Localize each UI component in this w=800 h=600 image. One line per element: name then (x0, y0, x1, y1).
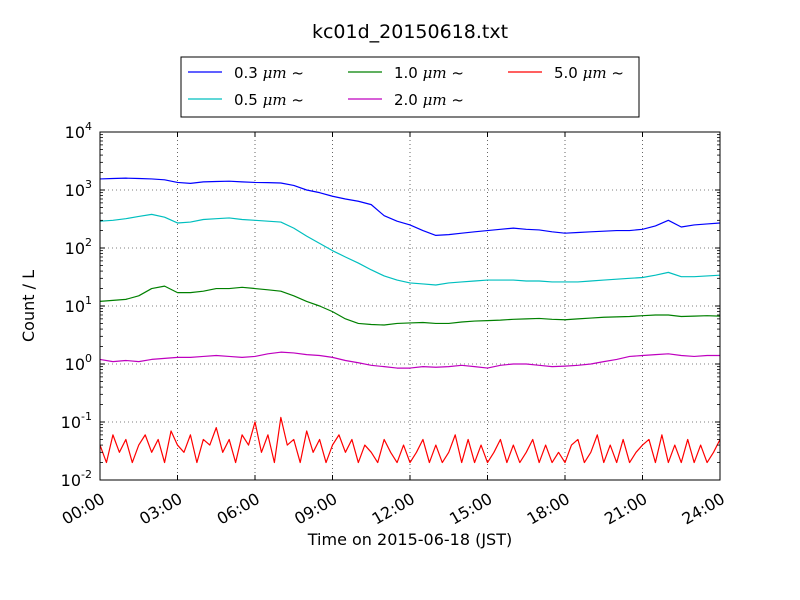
legend-label-suffix: ~ (447, 91, 464, 109)
y-tick-base: 10 (65, 239, 85, 258)
legend-label-size: 0.5 (234, 91, 263, 109)
y-axis-label: Count / L (19, 270, 38, 342)
legend-label-suffix: ~ (287, 64, 304, 82)
series-line-1 (99, 213, 721, 286)
y-tick-base: 10 (65, 123, 85, 142)
y-tick-label: 102 (65, 236, 92, 258)
y-tick-label: 104 (65, 120, 92, 142)
y-tick-base: 10 (61, 471, 81, 490)
series-line-3 (99, 351, 720, 369)
grid-lines (100, 132, 720, 480)
y-tick-base: 10 (65, 297, 85, 316)
legend-box (180, 56, 640, 118)
y-tick-base: 10 (61, 413, 81, 432)
legend-label-unit: μm (423, 91, 447, 109)
y-tick-base: 10 (65, 181, 85, 200)
legend-label-unit: μm (423, 64, 447, 82)
y-tick-exponent: 1 (85, 294, 92, 307)
series-line-2 (99, 285, 721, 326)
y-tick-label: 10-1 (61, 410, 92, 432)
y-tick-label: 10-2 (61, 468, 92, 490)
legend-label-size: 1.0 (394, 64, 423, 82)
y-tick-label: 101 (65, 294, 92, 316)
y-tick-exponent: -1 (81, 410, 92, 423)
legend-items: 0.3 μm ~0.5 μm ~1.0 μm ~2.0 μm ~5.0 μm ~ (188, 64, 624, 109)
y-tick-exponent: 4 (85, 120, 92, 133)
legend-label-suffix: ~ (287, 91, 304, 109)
chart-title: kc01d_20150618.txt (312, 21, 508, 43)
legend-label-size: 0.3 (234, 64, 263, 82)
legend-label-3: 2.0 μm ~ (394, 91, 464, 109)
legend-label-unit: μm (263, 91, 287, 109)
y-tick-exponent: -2 (81, 468, 92, 481)
series-line-4 (99, 416, 721, 464)
legend-label-unit: μm (263, 64, 287, 82)
series-lines (99, 177, 721, 464)
legend-label-suffix: ~ (447, 64, 464, 82)
x-axis-label: Time on 2015-06-18 (JST) (307, 530, 512, 549)
legend-label-size: 2.0 (394, 91, 423, 109)
legend-label-size: 5.0 (554, 64, 583, 82)
y-tick-exponent: 0 (85, 352, 92, 365)
legend: 0.3 μm ~0.5 μm ~1.0 μm ~2.0 μm ~5.0 μm ~ (180, 56, 640, 118)
legend-label-1: 0.5 μm ~ (234, 91, 304, 109)
legend-label-2: 1.0 μm ~ (394, 64, 464, 82)
y-tick-exponent: 3 (85, 178, 92, 191)
series-line-0 (99, 177, 721, 236)
legend-label-suffix: ~ (607, 64, 624, 82)
legend-label-unit: μm (583, 64, 607, 82)
y-tick-label: 103 (65, 178, 92, 200)
y-tick-exponent: 2 (85, 236, 92, 249)
legend-label-4: 5.0 μm ~ (554, 64, 624, 82)
y-tick-base: 10 (65, 355, 85, 374)
y-tick-label: 100 (65, 352, 92, 374)
legend-label-0: 0.3 μm ~ (234, 64, 304, 82)
